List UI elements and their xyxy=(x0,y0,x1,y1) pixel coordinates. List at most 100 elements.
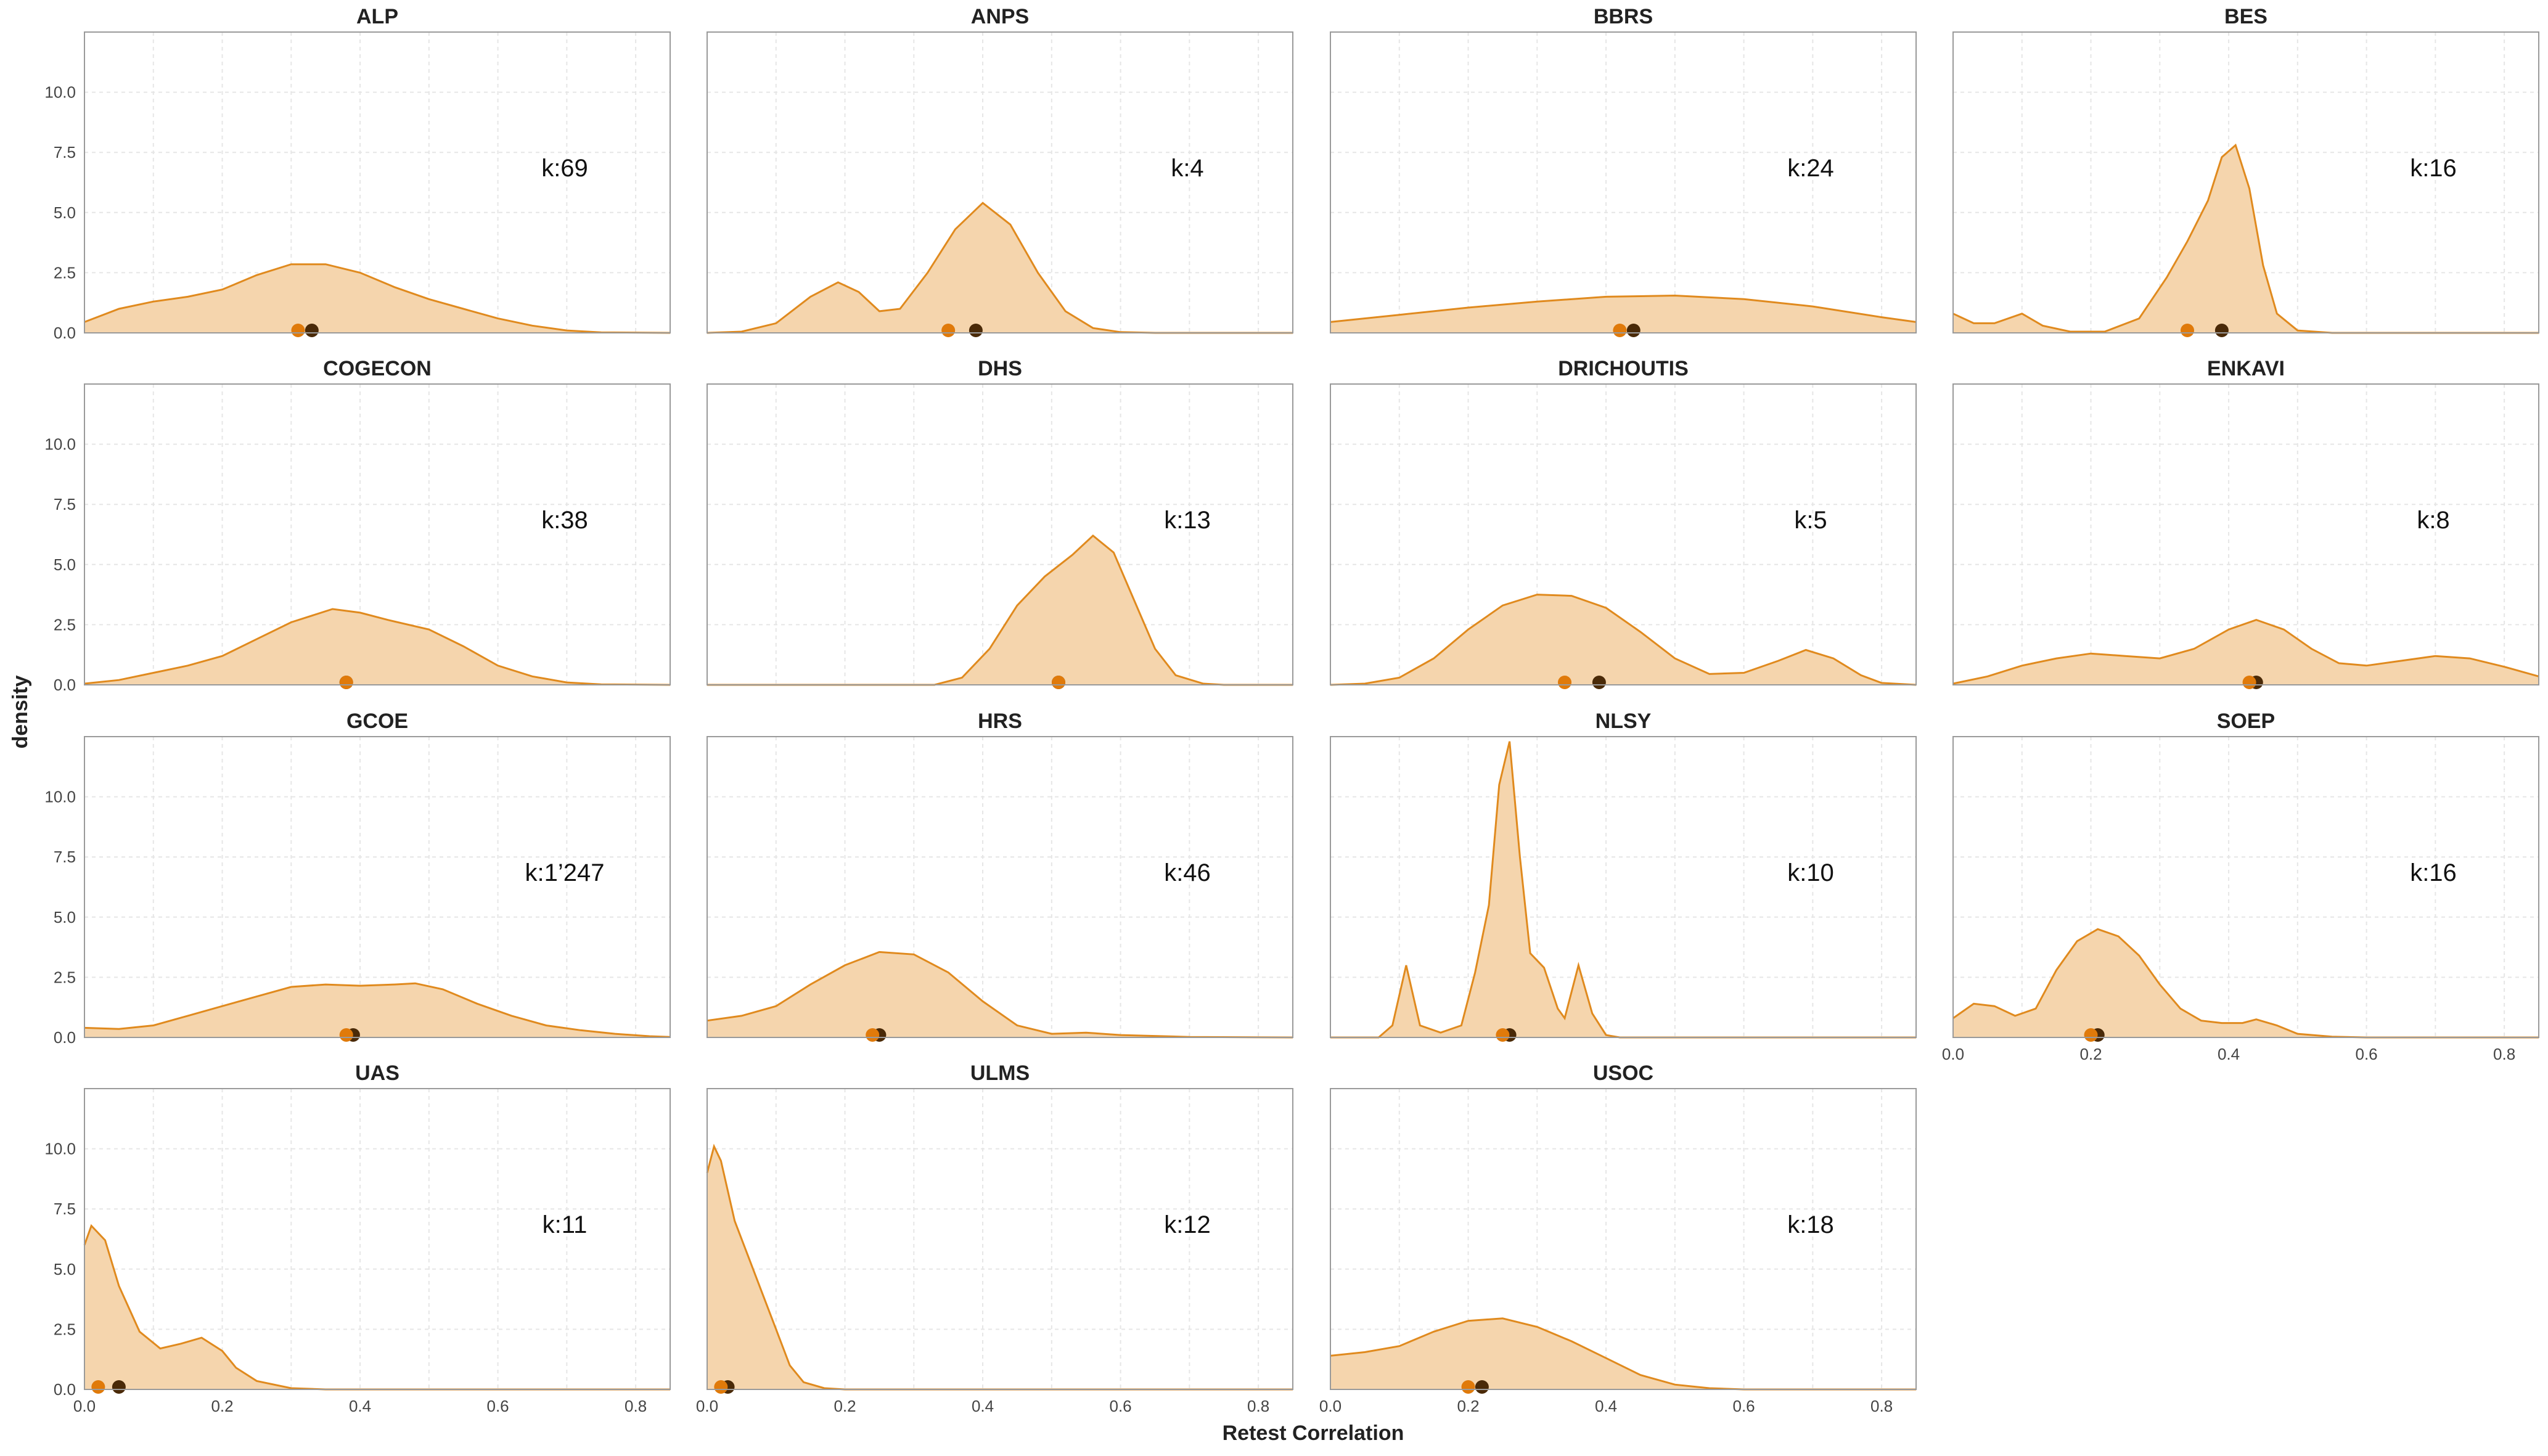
median-dot xyxy=(1052,676,1065,689)
y-tick-label: 5.0 xyxy=(54,1260,76,1278)
density-line xyxy=(707,534,1293,686)
panel-title: BBRS xyxy=(1594,5,1653,28)
y-tick-label: 0.0 xyxy=(54,676,76,694)
panel-title: HRS xyxy=(978,710,1022,733)
panel-frame xyxy=(1330,736,1917,1038)
median-dot xyxy=(2242,676,2256,689)
sample-size-label: k:1’247 xyxy=(525,859,605,886)
panel-frame xyxy=(84,383,671,685)
sample-size-label: k:46 xyxy=(1164,859,1211,886)
density-line xyxy=(84,263,671,334)
panel-frame xyxy=(707,1088,1293,1390)
median-dot xyxy=(1496,1028,1510,1042)
density-area xyxy=(84,609,670,685)
panel-frame xyxy=(84,31,671,333)
panel-frame xyxy=(1330,383,1917,685)
density-line xyxy=(1952,619,2539,685)
x-tick-label: 0.8 xyxy=(625,1397,647,1415)
sample-size-label: k:16 xyxy=(2410,155,2457,182)
density-line xyxy=(1330,1317,1916,1391)
panel-frame xyxy=(1330,31,1917,333)
panel-title: USOC xyxy=(1593,1061,1653,1085)
sample-size-label: k:18 xyxy=(1787,1211,1834,1238)
sample-size-label: k:10 xyxy=(1787,859,1834,886)
sample-size-label: k:24 xyxy=(1787,155,1834,182)
density-area xyxy=(707,952,1293,1037)
x-tick-label: 0.4 xyxy=(349,1397,371,1415)
panels-group: ALP k:69 0.0 2.5 5.0 7.5 10.0 ANPS k:4 BBRS k:24 BE… xyxy=(44,5,2539,1415)
median-dot xyxy=(91,1380,105,1394)
y-tick-label: 2.5 xyxy=(54,615,76,634)
x-tick-label: 0.4 xyxy=(2218,1045,2240,1063)
x-tick-label: 0.0 xyxy=(1942,1045,1964,1063)
median-dot xyxy=(1613,324,1627,337)
panel-title: DRICHOUTIS xyxy=(1558,357,1689,380)
panel-frame xyxy=(84,1088,671,1390)
sample-size-label: k:12 xyxy=(1164,1211,1211,1238)
y-tick-label: 2.5 xyxy=(54,968,76,986)
x-tick-label: 0.6 xyxy=(1733,1397,1755,1415)
mean-dot xyxy=(1475,1380,1489,1394)
y-tick-label: 7.5 xyxy=(54,1200,76,1218)
density-line xyxy=(1330,294,1917,323)
x-tick-label: 0.6 xyxy=(2356,1045,2378,1063)
sample-size-label: k:8 xyxy=(2417,507,2449,534)
x-tick-label: 0.4 xyxy=(1595,1397,1617,1415)
x-tick-label: 0.2 xyxy=(1457,1397,1479,1415)
x-tick-label: 0.0 xyxy=(1319,1397,1342,1415)
y-tick-label: 0.0 xyxy=(54,1380,76,1399)
sample-size-label: k:38 xyxy=(541,507,588,534)
y-tick-label: 2.5 xyxy=(54,1320,76,1338)
density-line xyxy=(1330,741,1916,1039)
density-area xyxy=(707,203,1293,333)
density-line xyxy=(707,202,1293,334)
density-area xyxy=(1330,741,1916,1037)
median-dot xyxy=(866,1028,880,1042)
panel-hrs: HRS k:46 xyxy=(707,710,1293,1042)
x-tick-label: 0.8 xyxy=(1247,1397,1269,1415)
median-dot xyxy=(291,324,305,337)
median-dot xyxy=(339,1028,353,1042)
sample-size-label: k:4 xyxy=(1171,155,1203,182)
panel-frame xyxy=(1952,736,2539,1038)
median-dot xyxy=(941,324,956,337)
mean-dot xyxy=(969,324,983,337)
panel-cogecon: COGECON k:38 0.0 2.5 5.0 7.5 10.0 xyxy=(44,357,671,694)
density-area xyxy=(1330,295,1916,333)
sample-size-label: k:11 xyxy=(543,1211,588,1238)
y-tick-label: 7.5 xyxy=(54,848,76,866)
panel-frame xyxy=(1330,1088,1917,1390)
y-tick-label: 5.0 xyxy=(54,203,76,222)
panel-frame xyxy=(707,31,1293,333)
density-line xyxy=(1330,594,1917,686)
density-area xyxy=(1953,929,2539,1037)
panel-usoc: USOC k:18 0.0 0.2 0.4 0.6 0.8 xyxy=(1319,1061,1917,1415)
x-tick-label: 0.0 xyxy=(696,1397,718,1415)
sample-size-label: k:69 xyxy=(541,155,588,182)
panel-title: ENKAVI xyxy=(2207,357,2285,380)
panel-frame xyxy=(707,736,1293,1038)
sample-size-label: k:16 xyxy=(2410,859,2457,886)
density-area xyxy=(84,264,670,333)
panel-soep: SOEP k:16 0.0 0.2 0.4 0.6 0.8 xyxy=(1942,710,2539,1063)
median-dot xyxy=(2181,324,2194,337)
y-tick-label: 5.0 xyxy=(54,555,76,574)
panel-bbrs: BBRS k:24 xyxy=(1330,5,1917,337)
panel-title: BES xyxy=(2224,5,2267,28)
x-tick-label: 0.2 xyxy=(211,1397,233,1415)
panel-title: NLSY xyxy=(1596,710,1652,733)
y-tick-label: 5.0 xyxy=(54,908,76,926)
panel-alp: ALP k:69 0.0 2.5 5.0 7.5 10.0 xyxy=(44,5,671,342)
y-tick-label: 0.0 xyxy=(54,1028,76,1047)
panel-gcoe: GCOE k:1’247 0.0 2.5 5.0 7.5 10.0 xyxy=(44,710,671,1047)
y-tick-label: 10.0 xyxy=(44,1140,76,1158)
x-tick-label: 0.6 xyxy=(1110,1397,1132,1415)
density-area xyxy=(707,536,1293,685)
y-tick-label: 10.0 xyxy=(44,788,76,806)
x-tick-label: 0.6 xyxy=(487,1397,509,1415)
density-area xyxy=(1953,145,2539,333)
panel-enkavi: ENKAVI k:8 xyxy=(1952,357,2539,689)
x-tick-label: 0.0 xyxy=(73,1397,96,1415)
mean-dot xyxy=(112,1380,126,1394)
